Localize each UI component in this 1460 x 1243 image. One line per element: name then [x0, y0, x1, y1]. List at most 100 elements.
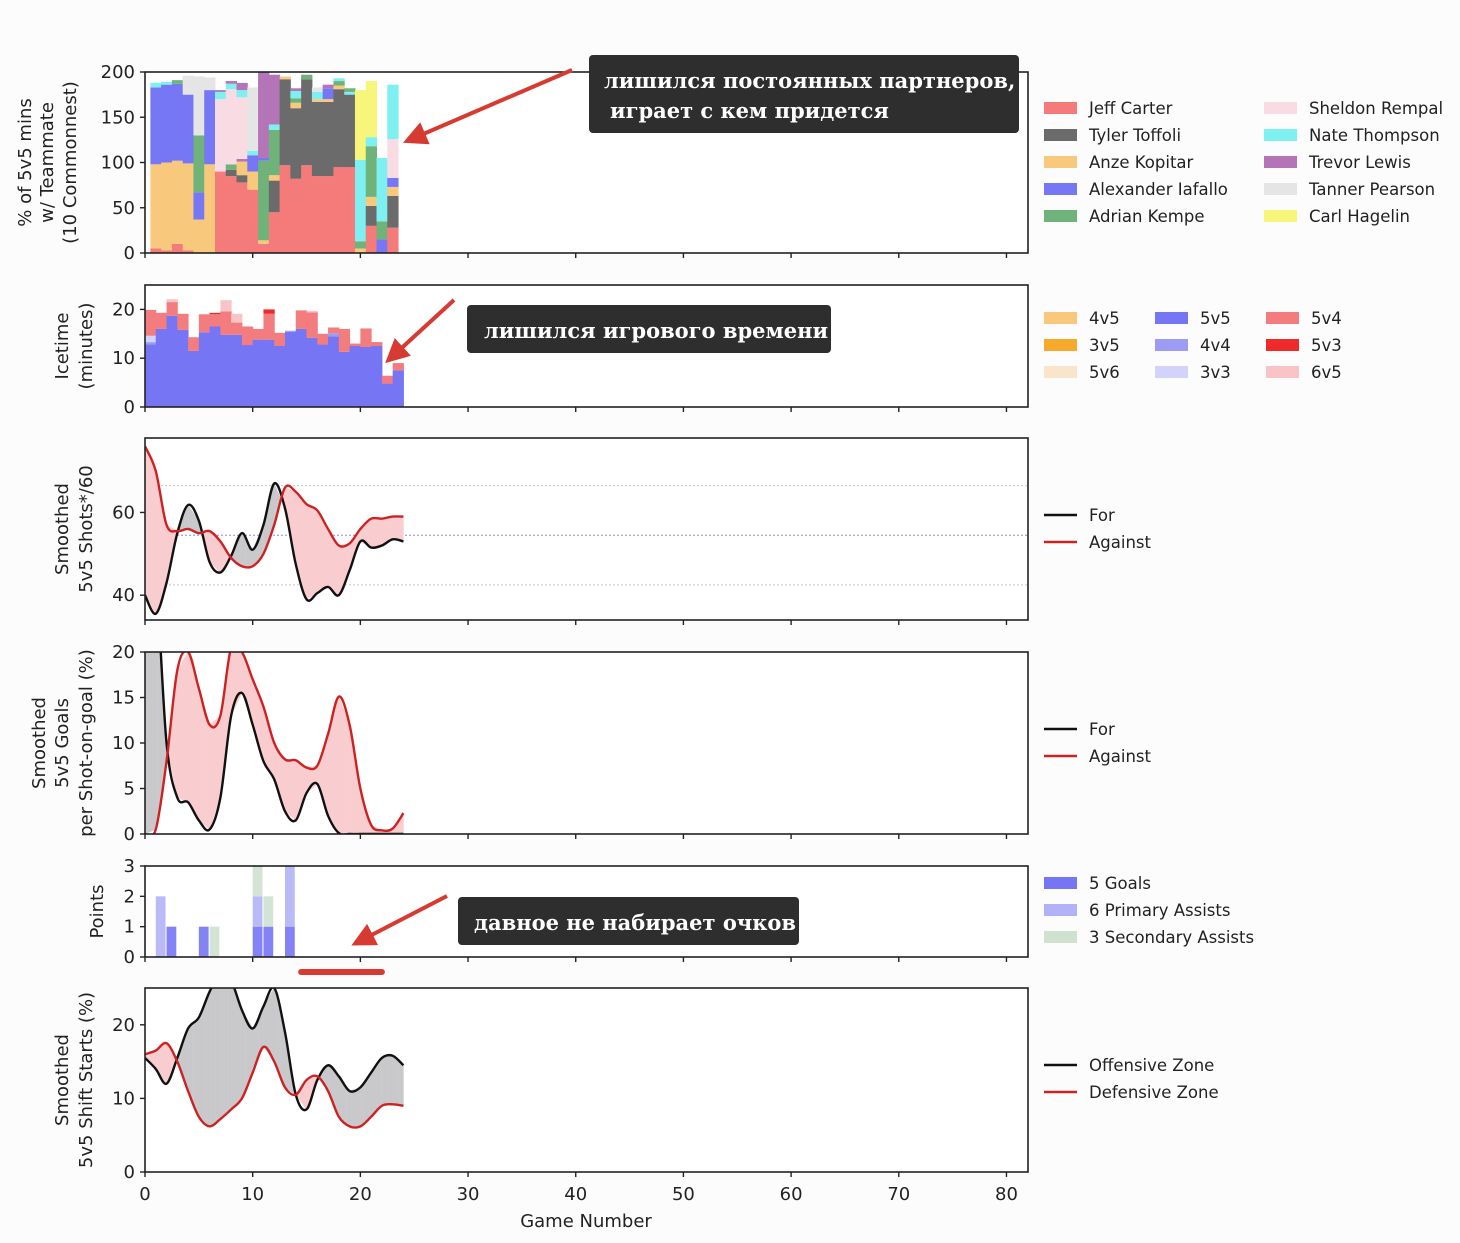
bar-segment — [145, 335, 157, 343]
bar-segment — [171, 80, 184, 84]
bar-segment — [344, 88, 356, 92]
legend-item: 5v5 — [1155, 309, 1231, 328]
bar-segment — [322, 84, 334, 89]
y-axis-title: Smoothed — [52, 483, 73, 575]
bar-segment — [258, 243, 270, 253]
legend-label: Against — [1089, 533, 1152, 552]
bar-segment — [258, 240, 270, 244]
bar-segment — [365, 205, 378, 226]
bar-segment — [268, 180, 281, 213]
legend-points: 5 Goals 6 Primary Assists 3 Secondary Assi… — [1044, 874, 1254, 947]
bar-segment — [290, 88, 302, 92]
annotation-box — [467, 305, 831, 353]
legend-label: 4v4 — [1200, 336, 1231, 355]
bar-segment — [306, 310, 318, 313]
y-tick-label: 2 — [124, 886, 135, 907]
legend-label: Offensive Zone — [1089, 1056, 1214, 1075]
legend-swatch — [1044, 183, 1077, 195]
legend-item: Trevor Lewis — [1264, 153, 1411, 172]
y-tick-label: 20 — [112, 642, 135, 663]
legend-label: Sheldon Rempal — [1309, 99, 1443, 118]
legend-swatch — [1044, 156, 1077, 168]
series-line-defensive-zone — [145, 1041, 404, 1129]
fill-between — [401, 1063, 404, 1107]
bar-segment — [290, 102, 302, 109]
bar-segment — [236, 161, 248, 176]
y-tick-label: 0 — [124, 947, 135, 968]
bar-segment — [354, 248, 367, 253]
bar-segment — [247, 155, 259, 172]
bar-segment — [376, 221, 388, 240]
bar-segment — [220, 300, 232, 312]
legend-label: 5v5 — [1200, 309, 1231, 328]
bar-segment — [392, 370, 404, 407]
bar-segment — [241, 326, 254, 346]
x-tick-label: 70 — [887, 1184, 910, 1205]
bar-segment — [177, 329, 189, 407]
bar-segment — [344, 167, 356, 253]
legend-label: 3 Secondary Assists — [1089, 928, 1254, 947]
bar-segment — [209, 312, 221, 315]
series-line-against — [145, 652, 405, 834]
x-tick-label: 50 — [672, 1184, 695, 1205]
bar-segment — [220, 311, 232, 335]
bar-segment — [387, 227, 399, 253]
bar-segment — [328, 327, 340, 334]
bar-segment — [209, 326, 221, 407]
annotation-teammates: лишился постоянных партнеров, играет с ке… — [402, 55, 1019, 145]
bar-segment — [279, 165, 291, 253]
bar-segment — [311, 101, 324, 177]
bar-segment — [322, 176, 334, 253]
bar-segment — [311, 99, 324, 102]
y-tick-label: 0 — [124, 824, 135, 845]
series-line-for — [159, 652, 404, 834]
bar-segment — [268, 212, 281, 253]
bar-segment — [198, 332, 211, 407]
bar-segment — [161, 81, 173, 85]
legend-item: Defensive Zone — [1044, 1083, 1219, 1102]
bar-segment — [365, 196, 378, 206]
x-axis-title: Game Number — [520, 1211, 652, 1232]
bar-segment — [171, 160, 184, 244]
annotation-text: лишился игрового времени — [484, 318, 828, 343]
plot-marks — [145, 652, 405, 834]
y-tick-label: 5 — [124, 779, 135, 800]
bar-segment — [247, 171, 259, 190]
legend-item: Adrian Kempe — [1044, 207, 1205, 226]
bar-segment — [387, 138, 399, 178]
legend-label: 6 Primary Assists — [1089, 901, 1230, 920]
bar-segment — [236, 90, 248, 98]
bar-segment — [371, 342, 383, 346]
bar-segment — [263, 926, 274, 957]
bar-segment — [301, 74, 313, 80]
bar-segment — [306, 337, 318, 407]
legend-item: Anze Kopitar — [1044, 153, 1194, 172]
bar-segment — [225, 164, 238, 170]
bar-segment — [338, 351, 351, 407]
y-axis-title: 5v5 Shift Starts (%) — [76, 992, 97, 1168]
legend-swatch — [1266, 339, 1299, 351]
bar-segment — [311, 91, 324, 100]
bar-segment — [166, 926, 177, 957]
bar-segment — [333, 78, 345, 82]
legend-item: 3v5 — [1044, 336, 1120, 355]
bar-segment — [268, 124, 281, 130]
legend-item: 5 Goals — [1044, 874, 1151, 893]
bar-segment — [145, 344, 157, 407]
legend-item: 6 Primary Assists — [1044, 901, 1230, 920]
bar-segment — [214, 91, 227, 100]
bar-segment — [161, 250, 173, 253]
bar-segment — [155, 312, 168, 329]
legend-swatch — [1044, 102, 1077, 114]
bar-segment — [290, 91, 302, 99]
bar-segment — [182, 94, 194, 164]
bar-segment — [376, 239, 388, 253]
bar-segment — [214, 171, 227, 253]
bar-segment — [371, 346, 383, 407]
bar-segment — [225, 169, 238, 177]
bar-segment — [225, 176, 238, 253]
y-axis-title: per Shot-on-goal (%) — [76, 649, 97, 837]
panel-zone-starts: 0 10 20 30 40 50 60 70 80 0 10 20 Smoothed 5v5 Shift … — [52, 987, 1219, 1205]
legend-swatch — [1264, 183, 1297, 195]
bar-segment — [301, 165, 313, 253]
